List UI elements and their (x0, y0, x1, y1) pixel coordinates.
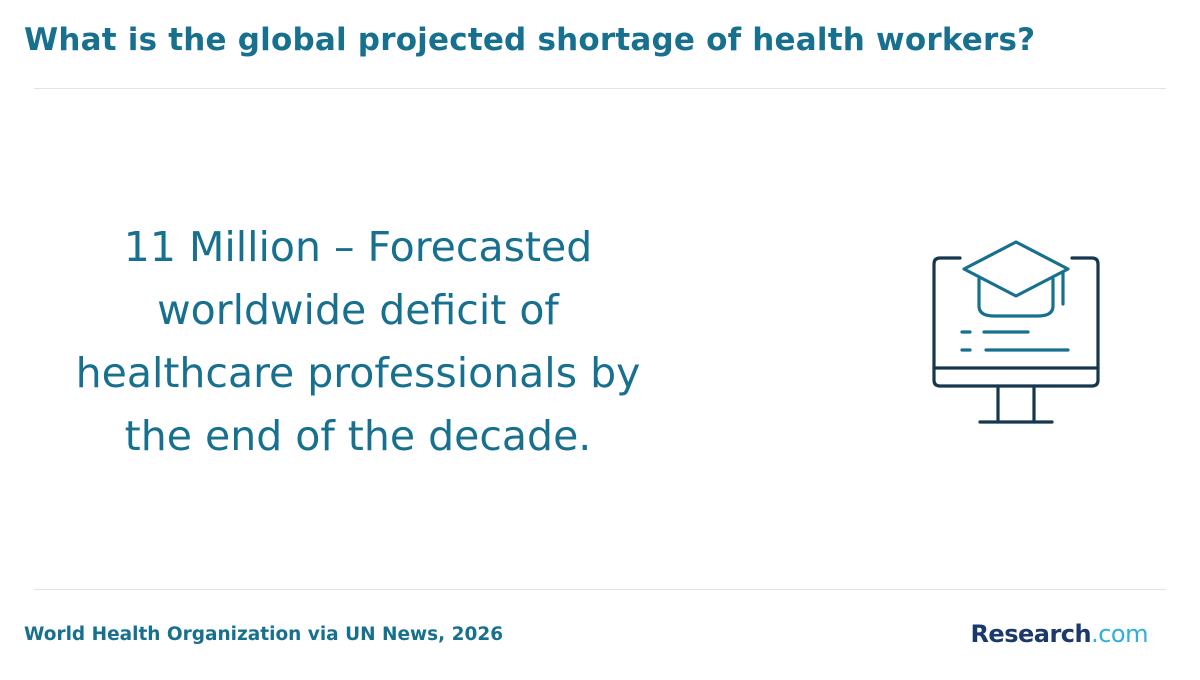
stat-text: 11 Million – Forecasted worldwide defici… (75, 223, 641, 460)
brand-logo: Research.com (970, 620, 1148, 648)
source-citation: World Health Organization via UN News, 2… (24, 624, 504, 645)
brand-name: Research (970, 620, 1092, 648)
page-title: What is the global projected shortage of… (24, 22, 1036, 58)
graduation-cap-monitor-icon (920, 232, 1112, 432)
top-divider (34, 88, 1166, 89)
brand-tld: .com (1091, 620, 1148, 648)
bottom-divider (34, 589, 1166, 590)
